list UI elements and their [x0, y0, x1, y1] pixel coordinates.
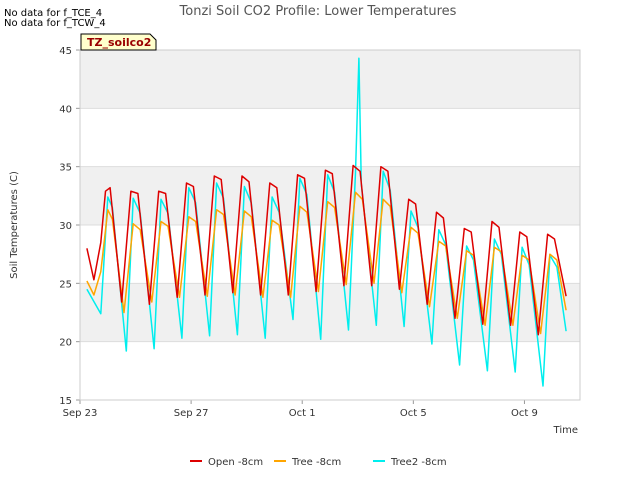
y-tick-label: 25 [59, 279, 72, 290]
x-tick-label: Sep 23 [63, 408, 98, 419]
legend-label: Open -8cm [208, 457, 263, 468]
band [80, 166, 580, 225]
x-tick-label: Oct 5 [400, 408, 427, 419]
x-tick-label: Oct 9 [511, 408, 538, 419]
badge: TZ_soilco2 [80, 33, 157, 51]
y-tick-label: 40 [59, 104, 72, 115]
legend-label: Tree -8cm [291, 457, 341, 468]
background-bands [80, 50, 580, 342]
x-tick-label: Oct 1 [289, 408, 316, 419]
band [80, 283, 580, 342]
legend-label: Tree2 -8cm [390, 457, 447, 468]
y-axis: 15 20 25 30 35 40 45 [59, 46, 80, 407]
y-tick-label: 30 [59, 221, 72, 232]
chart-title: Tonzi Soil CO2 Profile: Lower Temperatur… [179, 4, 457, 19]
legend-item: Open -8cm [190, 457, 263, 468]
plot-frame [79, 49, 581, 401]
y-tick-label: 20 [59, 338, 72, 349]
y-tick-label: 45 [59, 46, 72, 57]
legend-item: Tree2 -8cm [373, 457, 447, 468]
y-axis-label: Soil Temperatures (C) [9, 171, 20, 279]
series-line-tree-8cm [86, 191, 567, 335]
y-tick-label: 15 [59, 396, 72, 407]
legend-item: Tree -8cm [274, 457, 341, 468]
x-axis-label: Time [553, 425, 578, 436]
badge-label: TZ_soilco2 [87, 36, 151, 49]
x-axis: Sep 23 Sep 27 Oct 1 Oct 5 Oct 9 [63, 400, 538, 419]
no-data-note-tce: No data for f_TCE_4 [4, 8, 103, 19]
y-tick-label: 35 [59, 163, 72, 174]
series-line-open-8cm [86, 164, 567, 336]
series-lines [86, 57, 567, 387]
x-tick-label: Sep 27 [174, 408, 209, 419]
no-data-note-tcw: No data for f_TCW_4 [4, 18, 106, 29]
legend: Open -8cm Tree -8cm Tree2 -8cm [190, 457, 447, 468]
band [80, 50, 580, 109]
